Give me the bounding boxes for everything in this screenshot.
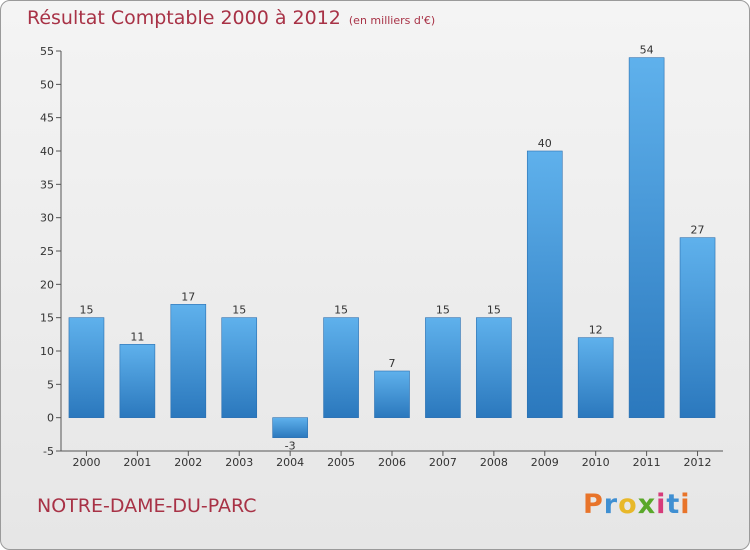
data-label-2011: 54 bbox=[640, 44, 654, 57]
commune-name: NOTRE-DAME-DU-PARC bbox=[37, 495, 257, 517]
bar-2007[interactable] bbox=[425, 317, 461, 418]
y-tick-label: 30 bbox=[40, 212, 54, 225]
logo-letter: t bbox=[666, 489, 681, 520]
logo-letter: r bbox=[603, 489, 619, 520]
data-label-2004: -3 bbox=[285, 440, 296, 453]
y-tick-label: 20 bbox=[40, 278, 54, 291]
bar-2002[interactable] bbox=[170, 304, 207, 418]
data-label-2010: 12 bbox=[589, 324, 603, 337]
y-tick-label: 50 bbox=[40, 78, 54, 91]
y-tick-label: 10 bbox=[40, 345, 54, 358]
logo-letter: i bbox=[680, 489, 691, 520]
x-tick-label: 2010 bbox=[582, 456, 610, 469]
logo-letter: i bbox=[656, 489, 667, 520]
chart-unit: (en milliers d'€) bbox=[348, 14, 436, 27]
data-label-2007: 15 bbox=[436, 304, 450, 317]
y-tick-label: 0 bbox=[47, 412, 54, 425]
logo-letter: o bbox=[618, 489, 638, 520]
x-tick-label: 2002 bbox=[174, 456, 202, 469]
bar-2009[interactable] bbox=[526, 150, 563, 418]
chart-title-row: Résultat Comptable 2000 à 2012 (en millie… bbox=[27, 7, 435, 29]
data-label-2009: 40 bbox=[538, 137, 552, 150]
y-tick-label: -5 bbox=[43, 445, 54, 458]
data-label-2000: 15 bbox=[79, 304, 93, 317]
x-tick-label: 2007 bbox=[429, 456, 457, 469]
y-tick-label: 45 bbox=[40, 112, 54, 125]
bar-2010[interactable] bbox=[577, 337, 614, 418]
y-tick-label: 40 bbox=[40, 145, 54, 158]
logo-letter: x bbox=[637, 489, 657, 520]
bar-2003[interactable] bbox=[221, 317, 258, 418]
bar-2008[interactable] bbox=[476, 317, 512, 418]
x-tick-label: 2000 bbox=[72, 456, 100, 469]
y-tick-label: 15 bbox=[40, 312, 54, 325]
x-tick-label: 2005 bbox=[327, 456, 355, 469]
y-tick-label: 25 bbox=[40, 245, 54, 258]
bar-2000[interactable] bbox=[68, 317, 105, 418]
data-label-2001: 11 bbox=[130, 330, 144, 343]
x-tick-label: 2004 bbox=[276, 456, 304, 469]
data-label-2008: 15 bbox=[487, 304, 501, 317]
y-tick-label: 5 bbox=[47, 378, 54, 391]
bar-2012[interactable] bbox=[679, 237, 716, 418]
data-label-2012: 27 bbox=[691, 224, 705, 237]
x-tick-label: 2012 bbox=[684, 456, 712, 469]
x-tick-label: 2003 bbox=[225, 456, 253, 469]
data-label-2002: 17 bbox=[181, 290, 195, 303]
logo-letter: P bbox=[583, 489, 604, 520]
data-label-2003: 15 bbox=[232, 304, 246, 317]
bar-2006[interactable] bbox=[374, 370, 410, 418]
x-tick-label: 2011 bbox=[633, 456, 661, 469]
bar-2001[interactable] bbox=[119, 344, 156, 418]
bar-2004[interactable] bbox=[272, 417, 308, 438]
x-tick-label: 2009 bbox=[531, 456, 559, 469]
x-tick-label: 2008 bbox=[480, 456, 508, 469]
chart-title: Résultat Comptable 2000 à 2012 bbox=[27, 7, 341, 29]
data-label-2006: 7 bbox=[389, 357, 396, 370]
y-tick-label: 55 bbox=[40, 45, 54, 58]
y-tick-label: 35 bbox=[40, 178, 54, 191]
bar-2011[interactable] bbox=[628, 57, 665, 418]
x-tick-label: 2006 bbox=[378, 456, 406, 469]
x-tick-label: 2001 bbox=[123, 456, 151, 469]
proxiti-logo[interactable]: Proxiti bbox=[583, 489, 691, 520]
data-label-2005: 15 bbox=[334, 304, 348, 317]
bar-2005[interactable] bbox=[323, 317, 359, 418]
